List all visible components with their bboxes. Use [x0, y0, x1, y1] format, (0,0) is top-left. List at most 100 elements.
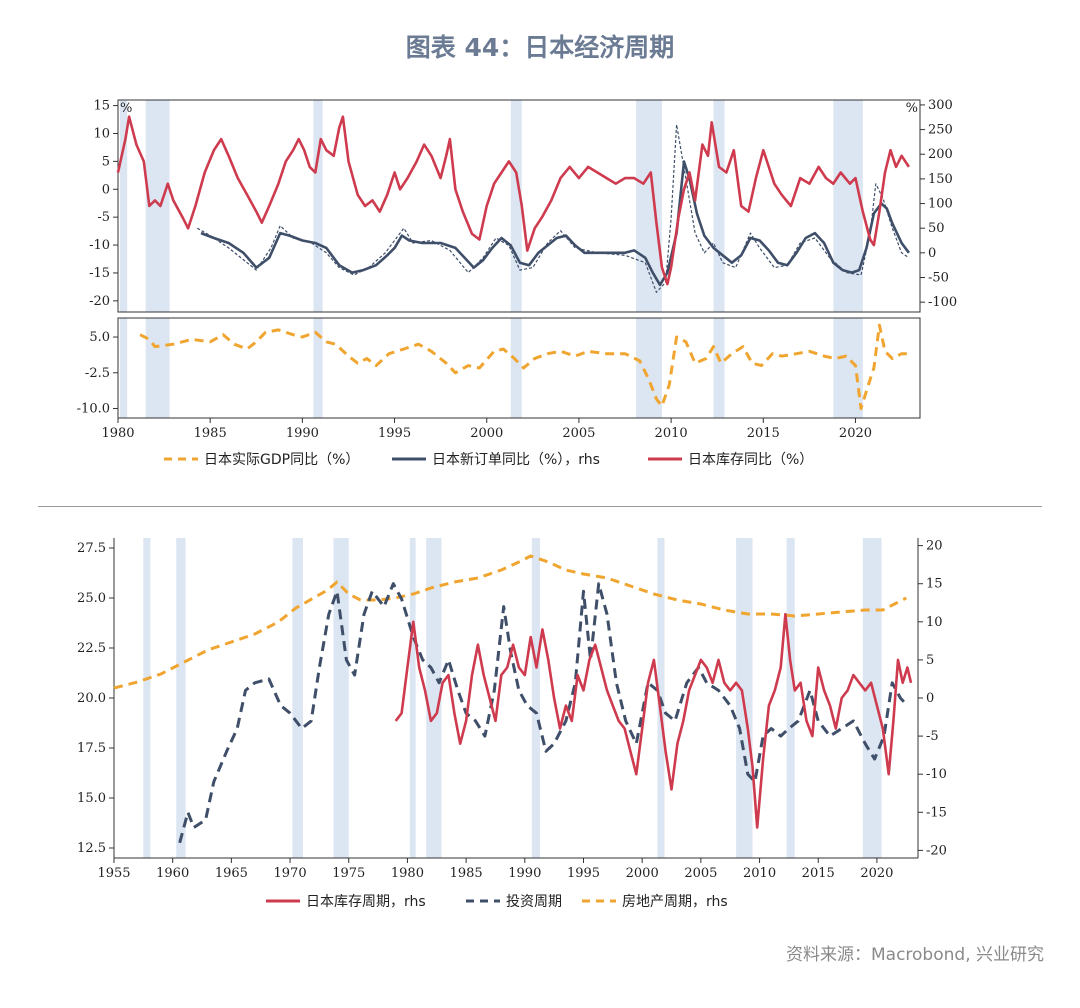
top-left-tick: 0 — [102, 182, 110, 197]
legend-label-2: 日本库存同比（%） — [688, 452, 813, 468]
top-x-tick: 1985 — [194, 426, 227, 441]
legend-label-1: 日本新订单同比（%），rhs — [432, 452, 600, 468]
top-x-tick: 1980 — [101, 426, 134, 441]
bottom-right-tick: 20 — [926, 539, 943, 554]
bottom-left-tick: 27.5 — [77, 541, 106, 556]
top-x-tick: 2015 — [747, 426, 780, 441]
bottom-right-tick: -20 — [926, 843, 947, 858]
bottom-left-tick: 25.0 — [77, 591, 106, 606]
top-lower-tick: 5.0 — [89, 330, 110, 345]
bottom-right-tick: 10 — [926, 615, 943, 630]
bottom-x-tick: 1995 — [567, 866, 600, 881]
inventory-line — [116, 115, 910, 286]
bottom-x-tick: 1980 — [391, 866, 424, 881]
bottom-x-tick: 2020 — [860, 866, 893, 881]
top-left-unit: % — [120, 101, 132, 116]
top-recession-band-lower — [510, 318, 522, 418]
bottom-x-tick: 1990 — [508, 866, 541, 881]
top-right-tick: 150 — [928, 172, 953, 187]
bottom-right-tick: -5 — [926, 729, 939, 744]
top-recession-band-lower — [713, 318, 725, 418]
top-recession-band — [510, 100, 522, 312]
top-x-tick: 2010 — [655, 426, 688, 441]
bottom-x-tick: 1965 — [215, 866, 248, 881]
top-recession-band — [145, 100, 170, 312]
top-right-tick: 50 — [928, 221, 945, 236]
bottom-right-tick: -10 — [926, 767, 947, 782]
bottom-x-tick: 2005 — [684, 866, 717, 881]
bottom-x-tick: 2000 — [626, 866, 659, 881]
bottom-right-tick: 0 — [926, 691, 934, 706]
bottom-recession-band — [409, 538, 416, 858]
bottom-x-tick: 1985 — [450, 866, 483, 881]
bottom-right-tick: 15 — [926, 577, 943, 592]
bottom-recession-band — [531, 538, 541, 858]
top-recession-band-lower — [833, 318, 863, 418]
bottom-recession-band — [333, 538, 349, 858]
top-lower-frame — [117, 317, 921, 419]
bottom-x-tick: 1960 — [156, 866, 189, 881]
top-recession-band — [119, 100, 128, 312]
top-recession-band — [713, 100, 725, 312]
top-lower-tick: -2.5 — [85, 366, 110, 381]
gdp-line — [139, 323, 909, 410]
bottom-left-tick: 12.5 — [77, 841, 106, 856]
bottom-x-tick: 1975 — [332, 866, 365, 881]
top-recession-band — [636, 100, 662, 312]
top-left-tick: 10 — [93, 126, 110, 141]
page-title: 图表 44：日本经济周期 — [405, 33, 675, 62]
bottom-x-tick: 2010 — [743, 866, 776, 881]
bottom-recession-band — [176, 538, 186, 858]
orders-line — [200, 160, 910, 287]
legend-label-2: 房地产周期，rhs — [622, 894, 728, 910]
top-left-tick: -20 — [89, 294, 110, 309]
top-right-tick: 0 — [928, 246, 936, 261]
bottom-left-tick: 20.0 — [77, 691, 106, 706]
bottom-x-tick: 2015 — [802, 866, 835, 881]
bottom-recession-band — [862, 538, 882, 858]
inventory-cycle-line — [394, 612, 913, 829]
bottom-left-tick: 15.0 — [77, 791, 106, 806]
top-recession-band-lower — [313, 318, 323, 418]
divider — [38, 506, 1042, 507]
top-right-tick: 300 — [928, 98, 953, 113]
source-note: 资料来源：Macrobond, 兴业研究 — [785, 945, 1044, 965]
top-upper-frame — [117, 99, 921, 313]
realestate-line — [113, 554, 907, 690]
top-x-tick: 1990 — [286, 426, 319, 441]
bottom-right-tick: -15 — [926, 805, 947, 820]
bottom-left-tick: 17.5 — [77, 741, 106, 756]
top-lower-tick: -10.0 — [77, 401, 110, 416]
top-x-tick: 2000 — [470, 426, 503, 441]
top-left-tick: 5 — [102, 154, 110, 169]
investment-line — [178, 582, 909, 844]
bottom-recession-band — [426, 538, 442, 858]
legend-label-0: 日本实际GDP同比（%） — [204, 452, 359, 468]
top-recession-band — [313, 100, 323, 312]
bottom-right-tick: 5 — [926, 653, 934, 668]
bottom-left-tick: 22.5 — [77, 641, 106, 656]
top-right-unit: % — [906, 101, 918, 116]
top-right-tick: -50 — [928, 270, 949, 285]
top-left-tick: -10 — [89, 238, 110, 253]
bottom-x-tick: 1955 — [97, 866, 130, 881]
top-right-tick: 100 — [928, 197, 953, 212]
top-left-tick: -15 — [89, 266, 110, 281]
top-right-tick: 250 — [928, 123, 953, 138]
top-x-tick: 2020 — [839, 426, 872, 441]
bottom-recession-band — [143, 538, 151, 858]
top-left-tick: -5 — [97, 210, 110, 225]
bottom-recession-band — [292, 538, 303, 858]
top-x-tick: 1995 — [378, 426, 411, 441]
top-right-tick: -100 — [928, 295, 957, 310]
top-recession-band — [833, 100, 863, 312]
top-right-tick: 200 — [928, 147, 953, 162]
top-x-tick: 2005 — [562, 426, 595, 441]
orders-thin-line — [197, 124, 910, 293]
top-recession-band-lower — [119, 318, 128, 418]
legend-label-0: 日本库存周期，rhs — [306, 894, 426, 910]
bottom-recession-band — [786, 538, 795, 858]
bottom-x-tick: 1970 — [274, 866, 307, 881]
legend-label-1: 投资周期 — [506, 894, 562, 910]
